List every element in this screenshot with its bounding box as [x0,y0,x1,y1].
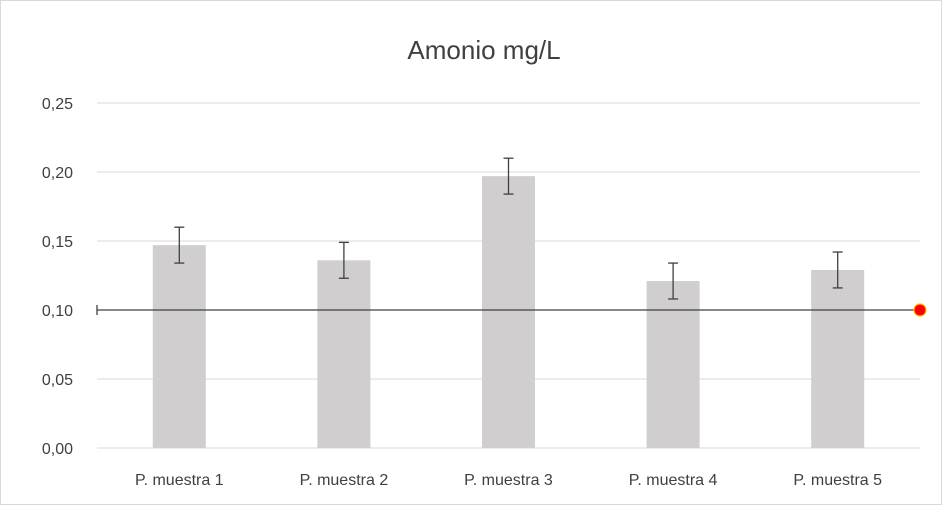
x-category-label: P. muestra 5 [793,472,882,489]
bars [152,176,865,448]
y-tick-label: 0,10 [42,303,73,320]
y-tick-label: 0,15 [42,234,73,251]
bar [152,245,206,448]
bar [811,269,865,448]
bar [646,281,700,448]
x-category-label: P. muestra 4 [629,472,718,489]
y-tick-label: 0,05 [42,372,73,389]
y-tick-label: 0,20 [42,165,73,182]
chart-title: Amonio mg/L [407,35,560,65]
bar [317,260,371,448]
y-tick-label: 0,00 [42,441,73,458]
reference-line-group [96,303,927,317]
error-bars [174,157,843,300]
y-axis-ticks: 0,00 0,05 0,10 0,15 0,20 0,25 [42,96,73,458]
bar [482,176,535,448]
x-category-label: P. muestra 1 [135,472,224,489]
x-category-label: P. muestra 2 [300,472,389,489]
x-axis-categories: P. muestra 1 P. muestra 2 P. muestra 3 P. m… [135,472,882,489]
reference-line-end-marker [913,303,927,317]
y-tick-label: 0,25 [42,96,73,113]
x-category-label: P. muestra 3 [464,472,553,489]
